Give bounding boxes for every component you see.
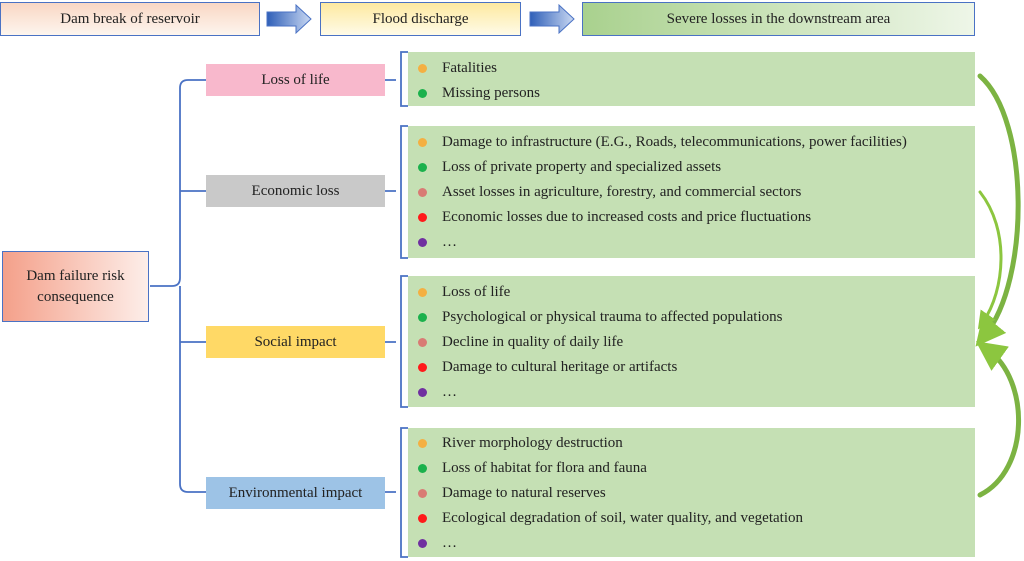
feedback-arrows <box>975 73 1022 498</box>
bullet-icon <box>418 212 427 222</box>
bullet-icon <box>418 488 427 498</box>
bullet-icon <box>418 312 427 322</box>
item-text: Asset losses in agriculture, forestry, a… <box>442 183 802 200</box>
flow-step-dam-break: Dam break of reservoir <box>0 2 260 36</box>
item-text: Loss of habitat for flora and fauna <box>442 459 647 476</box>
root-node: Dam failure risk consequence <box>2 251 149 322</box>
bullet-icon <box>418 187 427 197</box>
item-text: Damage to cultural heritage or artifacts <box>442 358 678 375</box>
bullet-icon <box>418 162 427 172</box>
bullet-icon <box>418 63 427 73</box>
item-text: Missing persons <box>442 84 540 101</box>
list-item: Damage to infrastructure (E.G., Roads, t… <box>408 131 907 153</box>
item-text: Psychological or physical trauma to affe… <box>442 308 783 325</box>
list-item: … <box>408 231 457 253</box>
category-social-impact: Social impact <box>206 326 385 358</box>
bullet-icon <box>418 538 427 548</box>
list-item: Missing persons <box>408 82 540 104</box>
flow-step-severe-losses: Severe losses in the downstream area <box>582 2 975 36</box>
category-details: Damage to infrastructure (E.G., Roads, t… <box>408 126 975 258</box>
list-item: Loss of life <box>408 281 510 303</box>
list-item: Loss of private property and specialized… <box>408 156 721 178</box>
item-text: Economic losses due to increased costs a… <box>442 208 812 225</box>
category-details: Fatalities Missing persons <box>408 52 975 106</box>
category-details: River morphology destruction Loss of habi… <box>408 428 975 557</box>
bullet-icon <box>418 513 427 523</box>
item-text: Fatalities <box>442 59 497 76</box>
list-item: Damage to cultural heritage or artifacts <box>408 356 677 378</box>
bullet-icon <box>418 387 427 397</box>
item-text: … <box>442 383 457 400</box>
category-economic-loss: Economic loss <box>206 175 385 207</box>
item-text: River morphology destruction <box>442 434 623 451</box>
item-text: Loss of private property and specialized… <box>442 158 722 175</box>
bullet-icon <box>418 463 427 473</box>
item-text: Loss of life <box>442 283 511 300</box>
bullet-icon <box>418 287 427 297</box>
item-text: Damage to natural reserves <box>442 484 606 501</box>
item-text: Damage to infrastructure (E.G., Roads, t… <box>442 133 907 150</box>
list-item: Damage to natural reserves <box>408 482 606 504</box>
bullet-icon <box>418 362 427 372</box>
list-item: … <box>408 381 457 403</box>
main-brace <box>150 79 206 493</box>
list-item: Psychological or physical trauma to affe… <box>408 306 782 328</box>
bullet-icon <box>418 237 427 247</box>
list-item: Asset losses in agriculture, forestry, a… <box>408 181 801 203</box>
list-item: Loss of habitat for flora and fauna <box>408 457 647 479</box>
list-item: … <box>408 532 457 554</box>
bullet-icon <box>418 337 427 347</box>
category-details: Loss of life Psychological or physical tr… <box>408 276 975 407</box>
list-item: Ecological degradation of soil, water qu… <box>408 507 803 529</box>
item-text: Ecological degradation of soil, water qu… <box>442 509 803 526</box>
item-text: … <box>442 233 457 250</box>
list-item: Decline in quality of daily life <box>408 331 623 353</box>
flow-step-flood-discharge: Flood discharge <box>320 2 521 36</box>
list-item: River morphology destruction <box>408 432 623 454</box>
list-item: Economic losses due to increased costs a… <box>408 206 811 228</box>
root-line-2: consequence <box>37 288 114 305</box>
item-braces <box>385 51 408 558</box>
category-environmental-impact: Environmental impact <box>206 477 385 509</box>
item-text: Decline in quality of daily life <box>442 333 624 350</box>
root-line-1: Dam failure risk <box>26 267 125 284</box>
item-text: … <box>442 534 457 551</box>
list-item: Fatalities <box>408 57 497 79</box>
flow-arrow-1 <box>266 3 312 35</box>
bullet-icon <box>418 137 427 147</box>
bullet-icon <box>418 438 427 448</box>
bullet-icon <box>418 88 427 98</box>
flow-arrow-2 <box>529 3 575 35</box>
category-loss-of-life: Loss of life <box>206 64 385 96</box>
